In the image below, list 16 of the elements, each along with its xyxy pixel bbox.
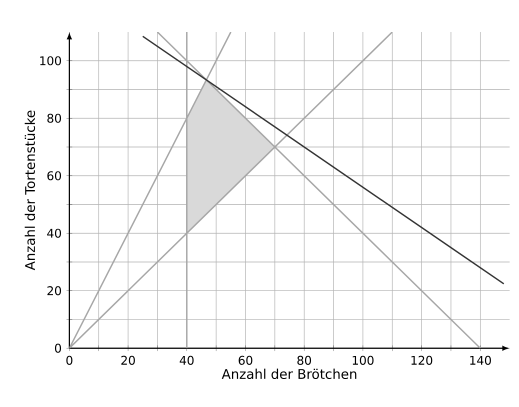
x-tick-label: 120 [411, 356, 432, 365]
y-tick-label: 60 [47, 171, 62, 180]
y-tick-label: 100 [40, 56, 62, 66]
x-tick-label: 20 [121, 356, 135, 365]
y-tick-label: 0 [54, 344, 62, 353]
x-tick-label: 40 [180, 356, 194, 365]
x-tick-label: 60 [238, 356, 252, 365]
y-tick-label: 20 [47, 286, 62, 296]
x-tick-label: 140 [470, 356, 491, 365]
y-tick-label: 40 [47, 228, 62, 238]
x-tick-label: 80 [297, 356, 312, 365]
x-tick-label: 0 [66, 356, 72, 365]
y-axis-title: Anzahl der Tortenstücke [24, 110, 36, 270]
y-tick-label: 80 [47, 114, 62, 123]
x-axis-title: Anzahl der Brötchen [222, 368, 356, 380]
x-tick-label: 100 [352, 356, 374, 365]
